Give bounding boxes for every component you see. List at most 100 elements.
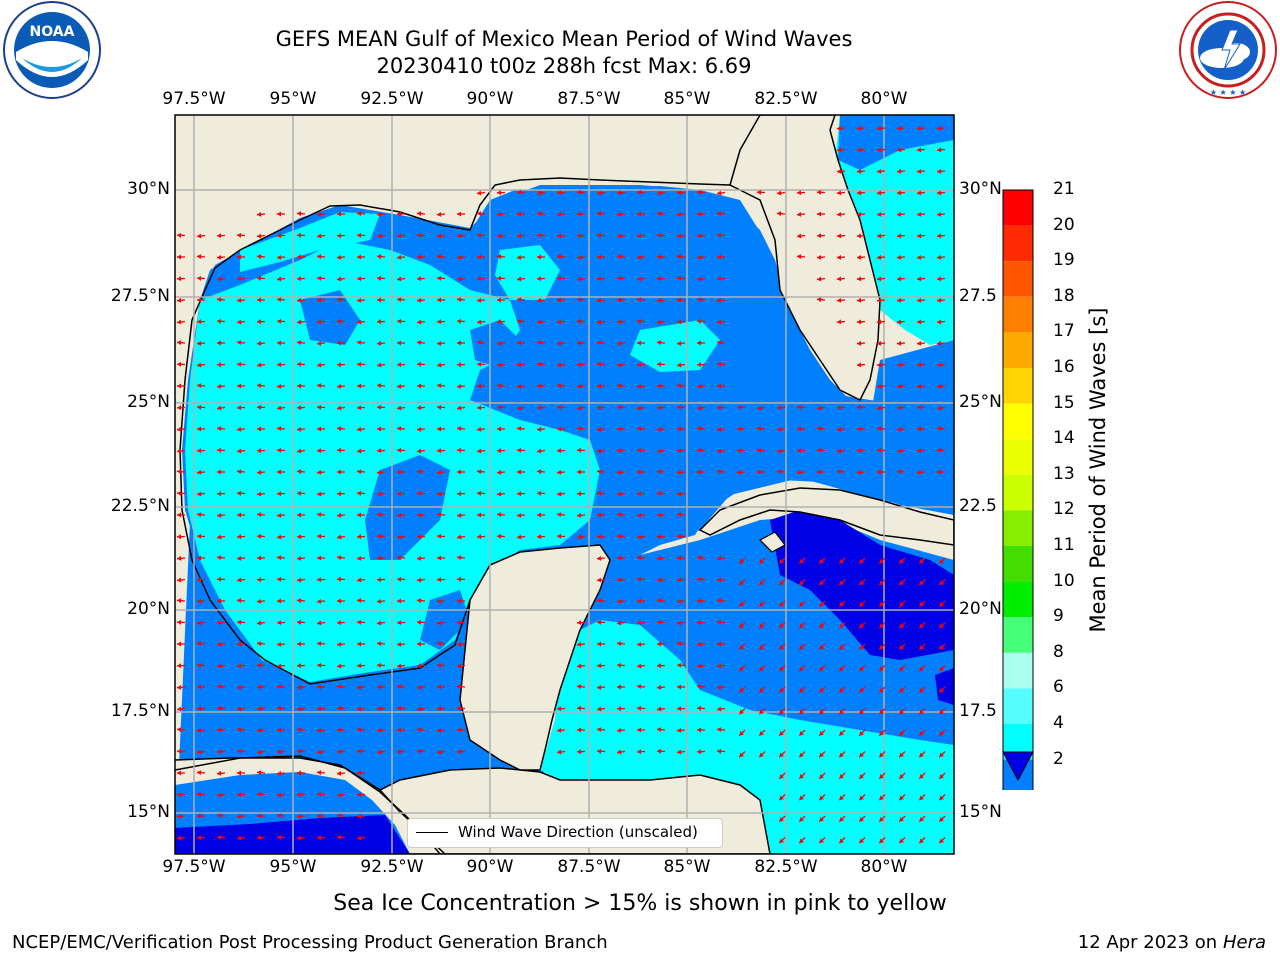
wave-arrow-head (437, 404, 442, 410)
wave-arrow-head (377, 706, 382, 712)
wave-arrow-head (797, 190, 802, 196)
wave-arrow-head (337, 598, 341, 604)
wave-arrow-head (317, 813, 321, 819)
wave-arrow-head (317, 620, 322, 626)
wave-arrow-head (859, 580, 864, 586)
wave-arrow-head (857, 147, 862, 153)
wave-arrow-head (717, 383, 721, 389)
wave-arrow-head (377, 512, 382, 518)
wave-arrow-head (317, 512, 322, 518)
wave-arrow-head (257, 297, 261, 303)
colorbar-tick-label: 8 (1053, 641, 1064, 662)
wave-arrow-head (517, 405, 522, 411)
wave-arrow-head (197, 598, 202, 604)
wave-arrow-head (437, 275, 442, 281)
wave-arrow-head (899, 709, 904, 715)
wave-arrow-head (517, 340, 521, 346)
wave-arrow-head (799, 795, 804, 801)
colorbar-cell (1003, 190, 1033, 226)
wave-arrow-head (277, 469, 281, 475)
wave-arrow-head (217, 362, 222, 368)
wave-arrow-head (177, 512, 181, 518)
wave-arrow-head (799, 645, 804, 650)
wave-arrow-head (217, 663, 222, 669)
wave-arrow-head (557, 254, 562, 260)
wave-arrow-head (859, 559, 864, 564)
wave-arrow-head (677, 620, 682, 626)
wave-arrow-head (377, 211, 382, 217)
wave-arrow-head (919, 602, 924, 607)
wave-arrow-head (337, 469, 341, 475)
wave-arrow-head (677, 727, 682, 733)
lat-label-left: 25°N (127, 392, 170, 412)
wave-arrow-head (277, 598, 281, 604)
lat-label-left: 15°N (127, 802, 170, 822)
wave-arrow-head (839, 645, 844, 650)
wave-arrow-head (917, 383, 922, 389)
wave-arrow-head (217, 233, 222, 239)
wave-arrow-head (277, 834, 282, 840)
wave-arrow-head (297, 663, 302, 669)
wave-arrow-head (357, 663, 362, 669)
wave-arrow-head (177, 405, 182, 411)
wave-arrow-head (177, 448, 182, 454)
colorbar-tick-label: 17 (1053, 321, 1075, 342)
wave-arrow-head (759, 731, 764, 736)
wave-arrow-head (197, 469, 202, 475)
wave-arrow-head (477, 319, 482, 325)
wave-arrow-head (597, 663, 602, 669)
wave-arrow-head (457, 340, 461, 346)
wave-arrow-head (437, 727, 442, 733)
wave-arrow-head (257, 813, 261, 819)
wave-arrow-head (657, 340, 662, 346)
wave-arrow-head (257, 662, 262, 668)
wave-arrow-head (317, 641, 322, 647)
wave-arrow-head (197, 448, 202, 454)
wave-arrow-head (357, 361, 362, 367)
wave-arrow-head (879, 666, 884, 672)
wave-arrow-head (497, 469, 502, 475)
lon-label-top: 80°W (860, 89, 908, 109)
wave-arrow-head (637, 620, 642, 626)
wave-arrow-head (557, 749, 562, 755)
wave-arrow-head (877, 190, 882, 196)
wave-arrow-head (517, 426, 522, 432)
wave-arrow-head (617, 555, 621, 561)
wave-arrow-head (839, 795, 844, 801)
wave-arrow-head (757, 469, 761, 475)
wave-arrow-head (657, 748, 662, 754)
wave-arrow-head (357, 211, 362, 217)
wave-arrow-head (457, 641, 462, 647)
wave-arrow-head (337, 641, 342, 647)
wave-arrow-head (819, 795, 824, 801)
wave-arrow-head (297, 211, 302, 217)
wave-arrow-head (937, 168, 942, 174)
wave-arrow-head (677, 448, 682, 454)
wave-arrow-head (197, 426, 201, 432)
wave-arrow-head (657, 534, 662, 540)
wave-arrow-head (317, 684, 321, 690)
wave-arrow-head (577, 620, 582, 626)
wave-arrow-head (417, 706, 422, 712)
wave-arrow-head (697, 340, 701, 346)
wave-arrow-head (257, 491, 262, 497)
wave-arrow-head (297, 340, 302, 346)
wave-arrow-head (457, 254, 462, 260)
wave-arrow-head (377, 275, 382, 281)
wave-arrow-head (417, 748, 422, 754)
wave-arrow-head (277, 641, 282, 647)
wave-arrow-head (437, 254, 442, 260)
wave-arrow-head (537, 361, 542, 367)
wave-arrow-head (877, 447, 882, 453)
wave-arrow-head (779, 709, 784, 715)
wave-arrow-head (317, 426, 321, 432)
wave-arrow-head (877, 254, 882, 260)
wave-arrow-head (417, 254, 421, 260)
wave-arrow-head (377, 641, 382, 647)
wave-arrow-head (697, 555, 702, 561)
wave-arrow-head (799, 666, 804, 672)
wave-arrow-head (397, 512, 402, 518)
wave-arrow-head (637, 297, 642, 303)
wave-arrow-head (377, 319, 382, 325)
wave-arrow-head (437, 319, 442, 325)
